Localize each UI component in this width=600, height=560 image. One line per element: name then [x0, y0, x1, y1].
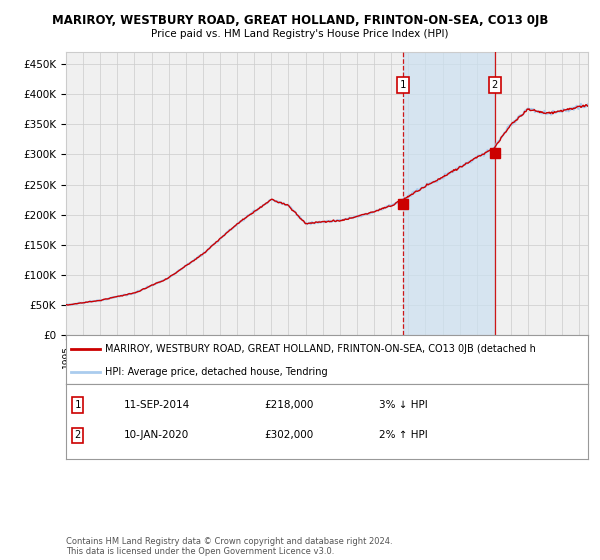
Text: 2: 2: [74, 430, 80, 440]
Text: 10-JAN-2020: 10-JAN-2020: [124, 430, 188, 440]
Text: 11-SEP-2014: 11-SEP-2014: [124, 400, 190, 410]
Text: This data is licensed under the Open Government Licence v3.0.: This data is licensed under the Open Gov…: [66, 547, 334, 556]
Text: Price paid vs. HM Land Registry's House Price Index (HPI): Price paid vs. HM Land Registry's House …: [151, 29, 449, 39]
Text: 2: 2: [491, 80, 498, 90]
Text: £302,000: £302,000: [265, 430, 314, 440]
Text: Contains HM Land Registry data © Crown copyright and database right 2024.: Contains HM Land Registry data © Crown c…: [66, 537, 392, 546]
Text: 1: 1: [74, 400, 80, 410]
Text: 2% ↑ HPI: 2% ↑ HPI: [379, 430, 428, 440]
Text: £218,000: £218,000: [265, 400, 314, 410]
Text: MARIROY, WESTBURY ROAD, GREAT HOLLAND, FRINTON-ON-SEA, CO13 0JB: MARIROY, WESTBURY ROAD, GREAT HOLLAND, F…: [52, 14, 548, 27]
Text: HPI: Average price, detached house, Tendring: HPI: Average price, detached house, Tend…: [105, 367, 328, 377]
Text: 3% ↓ HPI: 3% ↓ HPI: [379, 400, 428, 410]
Text: 1: 1: [400, 80, 406, 90]
Text: MARIROY, WESTBURY ROAD, GREAT HOLLAND, FRINTON-ON-SEA, CO13 0JB (detached h: MARIROY, WESTBURY ROAD, GREAT HOLLAND, F…: [105, 344, 536, 354]
